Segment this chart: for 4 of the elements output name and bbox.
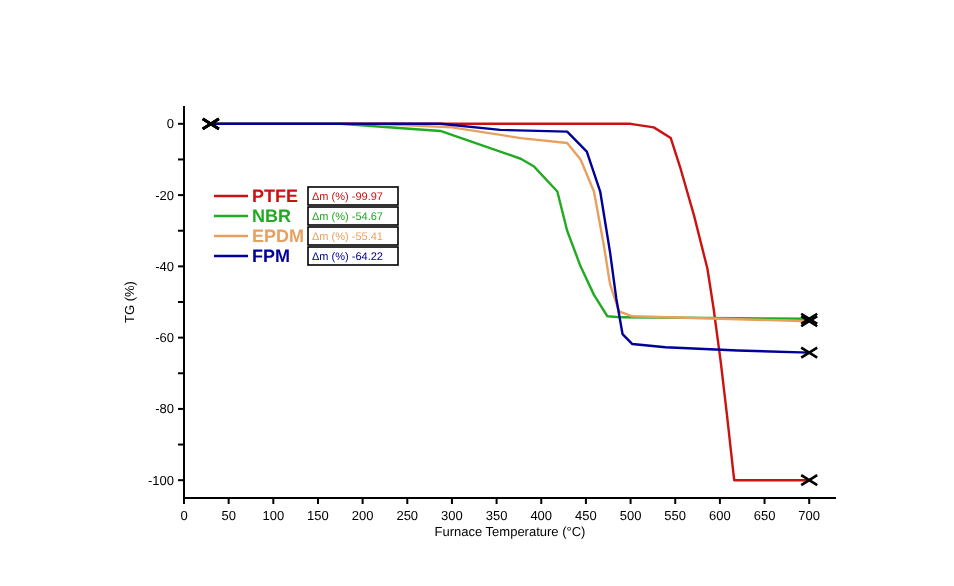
legend-label: FPM — [252, 246, 290, 267]
legend-label: PTFE — [252, 186, 299, 207]
legend-label: NBR — [252, 206, 292, 227]
legend-label: EPDM — [252, 226, 305, 247]
